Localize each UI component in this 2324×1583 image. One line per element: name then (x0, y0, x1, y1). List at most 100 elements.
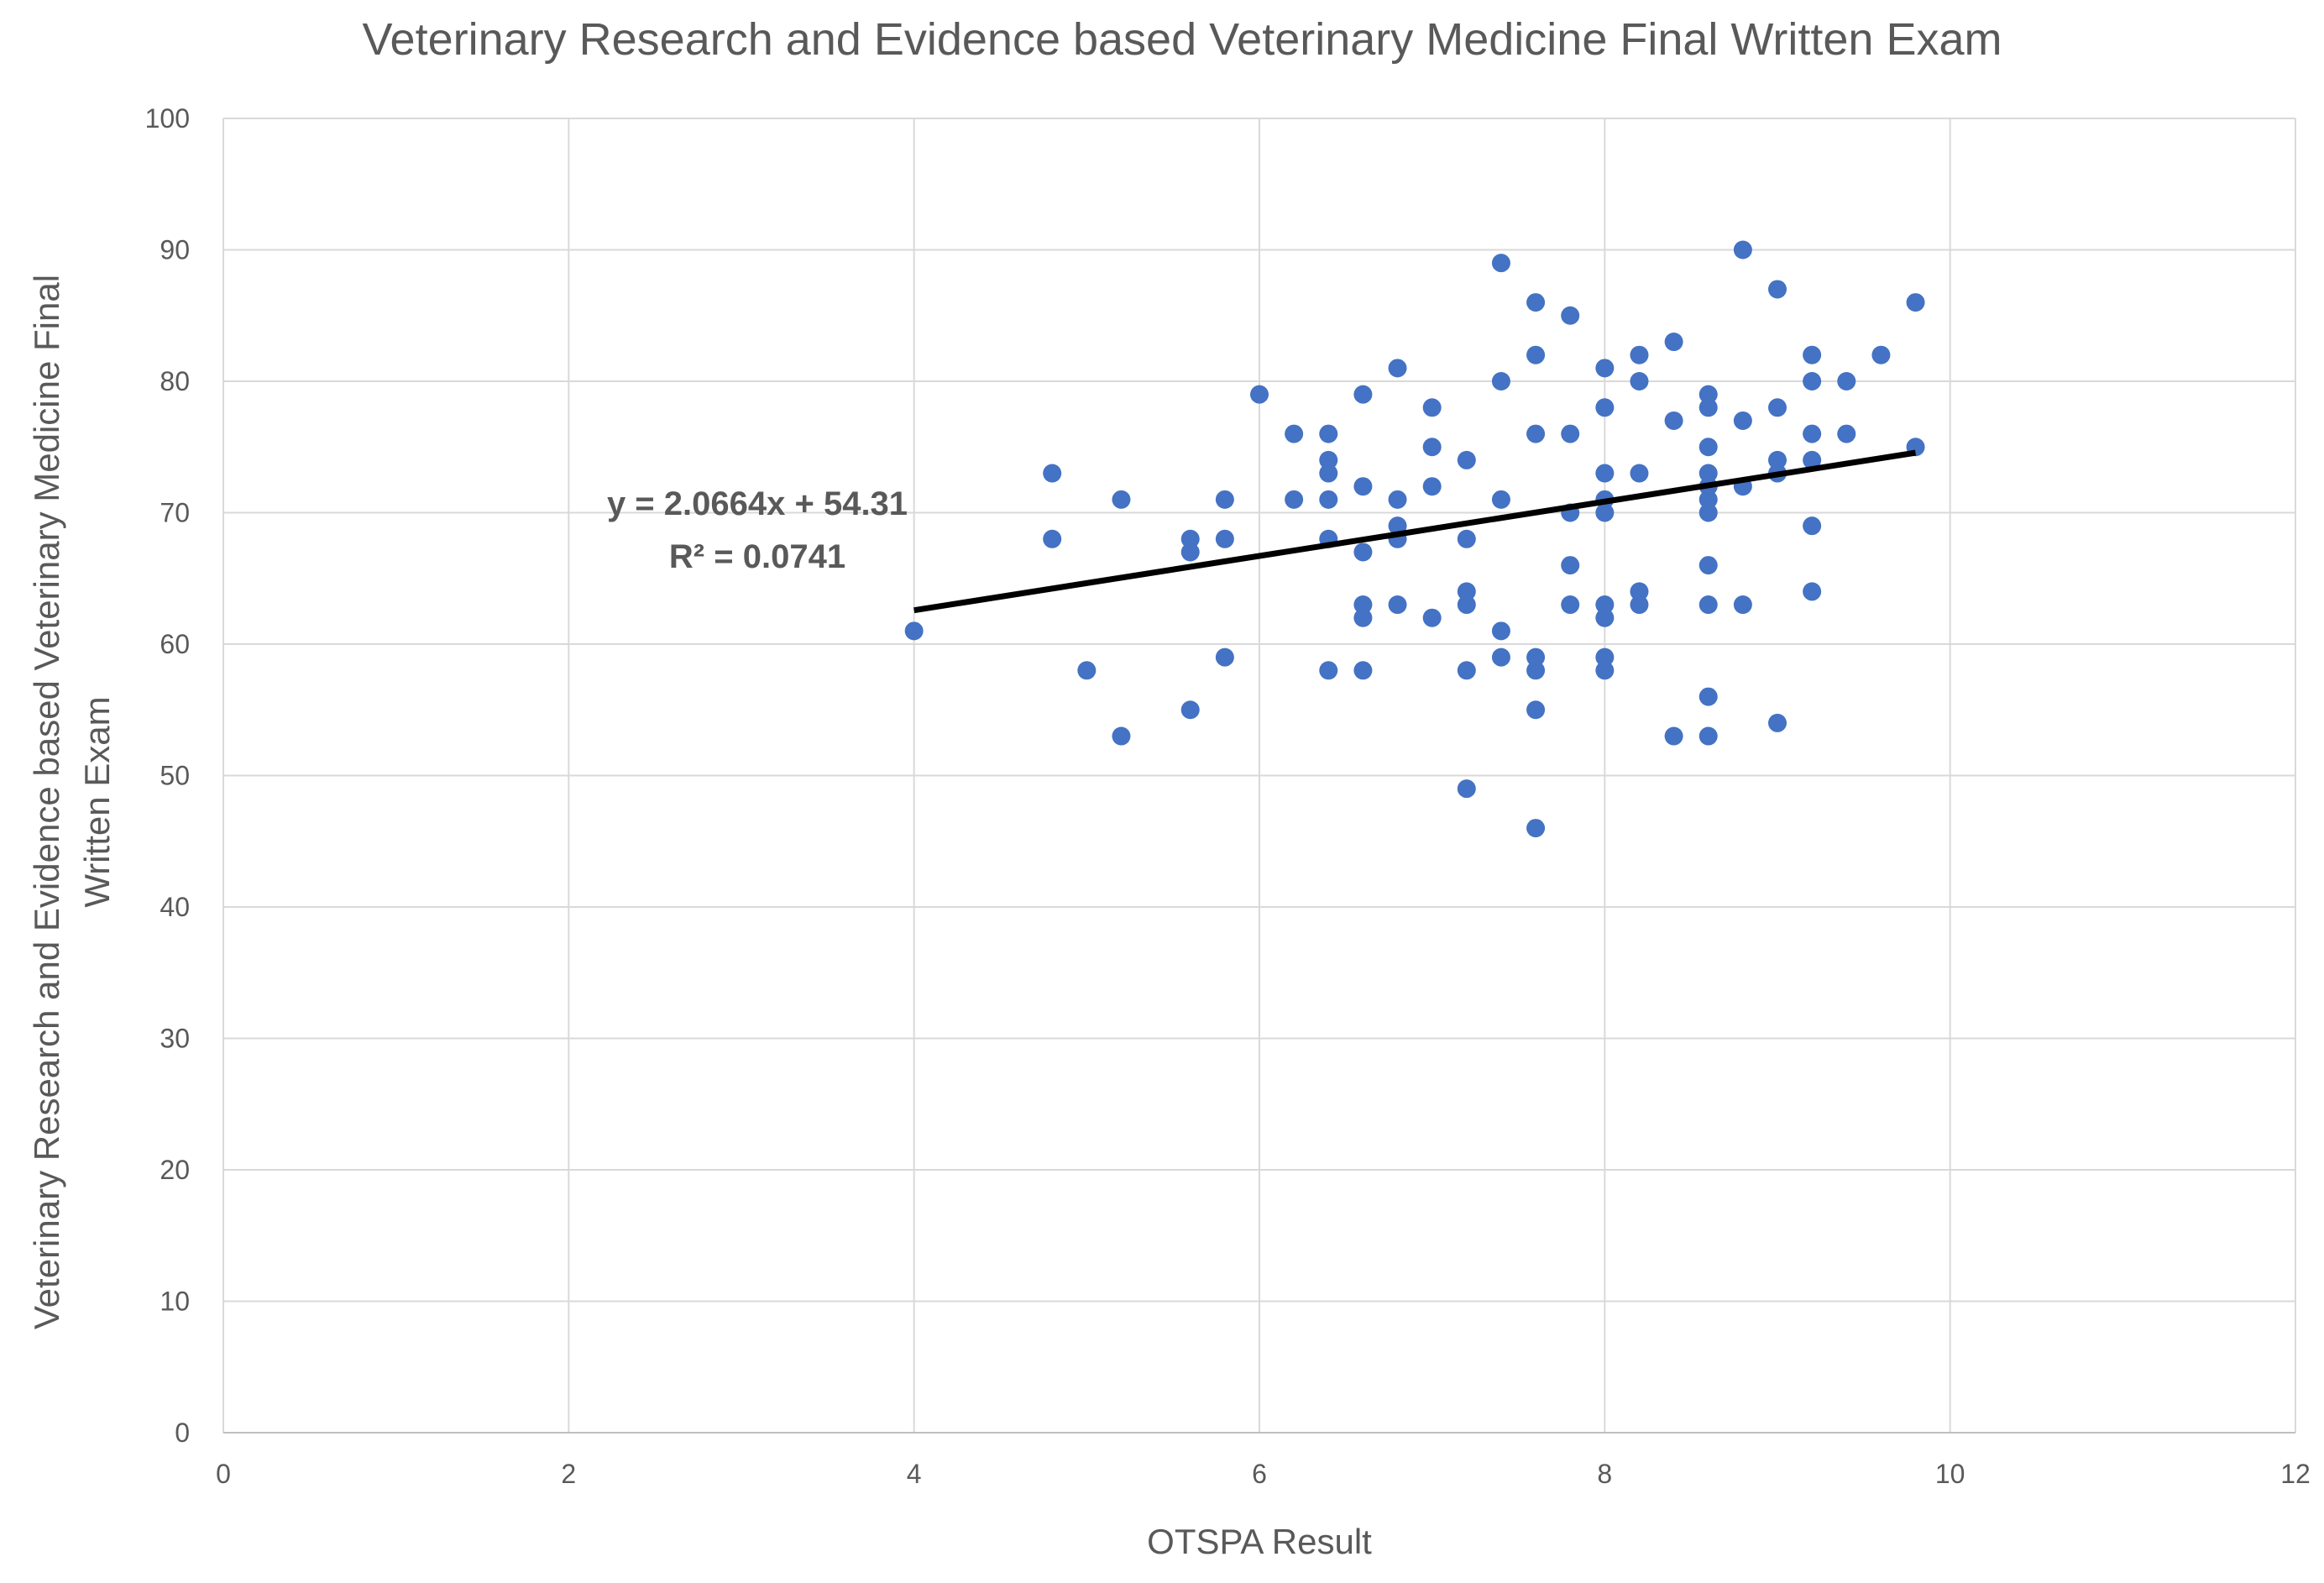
data-point (1906, 293, 1925, 312)
data-point (1353, 477, 1373, 496)
data-point (1561, 424, 1580, 443)
data-point (1180, 529, 1200, 548)
data-point (1180, 543, 1200, 562)
x-tick-label: 10 (1935, 1459, 1965, 1489)
data-point (1457, 450, 1476, 469)
data-point (1112, 726, 1131, 746)
data-point (1803, 516, 1822, 536)
data-point (1319, 464, 1338, 483)
data-point (1526, 647, 1546, 667)
data-point (1457, 661, 1476, 680)
data-point (1422, 398, 1442, 417)
data-point (1699, 503, 1718, 522)
y-axis-title-line-2: Written Exam (77, 696, 117, 907)
data-point (1422, 438, 1442, 457)
data-point (1595, 595, 1615, 615)
data-point (1526, 345, 1546, 364)
x-tick-label: 2 (561, 1459, 576, 1489)
data-point (1388, 490, 1407, 509)
data-point (1180, 700, 1200, 720)
y-axis-title: Veterinary Research and Evidence based V… (27, 275, 117, 1329)
gridlines (222, 118, 2296, 1433)
y-tick-label: 0 (175, 1418, 190, 1448)
y-tick-label: 100 (145, 103, 190, 134)
data-point (1043, 464, 1062, 483)
x-axis-title: OTSPA Result (1147, 1522, 1372, 1561)
data-point (1699, 556, 1718, 575)
y-tick-label: 30 (160, 1024, 190, 1054)
y-tick-label: 60 (160, 629, 190, 659)
data-point (1699, 687, 1718, 706)
data-points (904, 240, 1925, 838)
y-axis-title-line-1: Veterinary Research and Evidence based V… (27, 275, 66, 1329)
data-point (1664, 411, 1683, 430)
data-point (1733, 595, 1752, 615)
data-point (1043, 529, 1062, 548)
data-point (1630, 345, 1649, 364)
x-tick-labels: 0 2 4 6 8 10 12 (216, 1459, 2311, 1489)
y-tick-label: 70 (160, 498, 190, 528)
y-tick-label: 80 (160, 366, 190, 396)
data-point (1353, 661, 1373, 680)
data-point (1285, 490, 1304, 509)
data-point (1457, 595, 1476, 615)
data-point (1699, 726, 1718, 746)
data-point (1526, 700, 1546, 720)
trendline-equation: y = 2.0664x + 54.31 (607, 485, 908, 522)
data-point (1803, 345, 1822, 364)
x-tick-label: 4 (907, 1459, 922, 1489)
data-point (1491, 621, 1510, 641)
data-point (1664, 333, 1683, 352)
data-point (1699, 398, 1718, 417)
data-point (1319, 424, 1338, 443)
data-point (1595, 359, 1615, 378)
data-point (1250, 385, 1269, 404)
data-point (1422, 608, 1442, 627)
data-point (1768, 713, 1787, 732)
data-point (904, 621, 924, 641)
data-point (1733, 240, 1752, 259)
data-point (1319, 661, 1338, 680)
data-point (1215, 490, 1234, 509)
data-point (1215, 647, 1234, 667)
chart-title: Veterinary Research and Evidence based V… (363, 14, 2002, 65)
trendline (913, 449, 1917, 614)
data-point (1353, 595, 1373, 615)
data-point (1388, 516, 1407, 536)
data-point (1768, 280, 1787, 299)
data-point (1630, 595, 1649, 615)
x-tick-label: 0 (216, 1459, 231, 1489)
data-point (1491, 254, 1510, 273)
y-tick-label: 10 (160, 1287, 190, 1317)
data-point (1491, 490, 1510, 509)
data-point (1630, 372, 1649, 391)
data-point (1871, 345, 1891, 364)
data-point (1077, 661, 1097, 680)
data-point (1699, 595, 1718, 615)
data-point (1699, 385, 1718, 404)
data-point (1630, 464, 1649, 483)
data-point (1215, 529, 1234, 548)
data-point (1526, 293, 1546, 312)
y-tick-label: 90 (160, 235, 190, 265)
data-point (1699, 490, 1718, 509)
data-point (1803, 450, 1822, 469)
y-tick-label: 40 (160, 892, 190, 922)
data-point (1353, 385, 1373, 404)
trendline-r-squared: R² = 0.0741 (669, 538, 845, 575)
data-point (1388, 359, 1407, 378)
data-point (1595, 464, 1615, 483)
data-point (1457, 529, 1476, 548)
x-tick-label: 6 (1252, 1459, 1267, 1489)
data-point (1699, 464, 1718, 483)
data-point (1422, 477, 1442, 496)
data-point (1630, 582, 1649, 601)
data-point (1526, 819, 1546, 838)
data-point (1561, 556, 1580, 575)
data-point (1285, 424, 1304, 443)
data-point (1733, 411, 1752, 430)
data-point (1457, 582, 1476, 601)
x-tick-label: 12 (2280, 1459, 2311, 1489)
data-point (1768, 398, 1787, 417)
